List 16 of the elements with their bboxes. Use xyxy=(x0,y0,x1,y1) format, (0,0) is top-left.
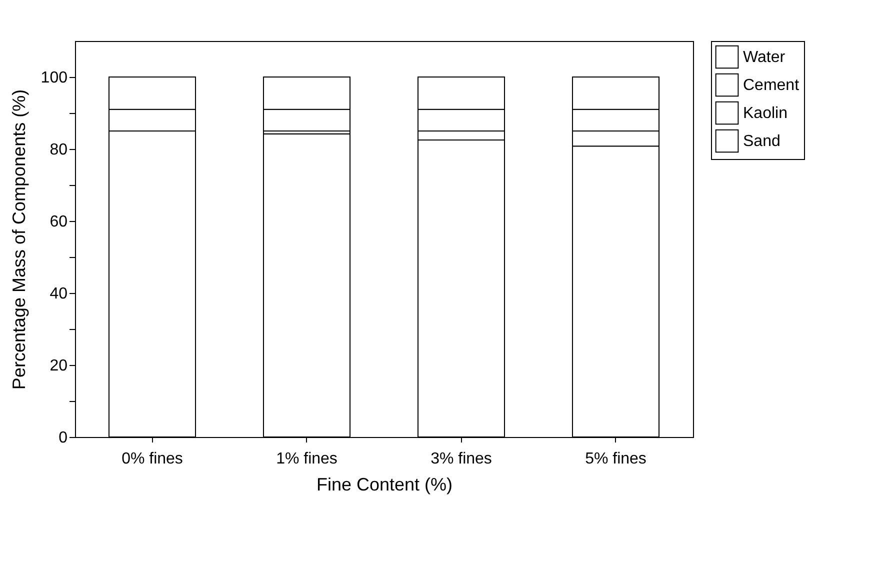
x-axis-title: Fine Content (%) xyxy=(316,474,453,494)
x-tick-label: 1% fines xyxy=(276,450,338,468)
y-tick-label: 0 xyxy=(58,430,68,446)
x-tick-label: 5% fines xyxy=(585,450,646,468)
x-tick-label: 3% fines xyxy=(430,450,492,468)
y-tick-label: 40 xyxy=(50,286,68,302)
legend-label: Water xyxy=(743,49,786,66)
legend-label: Sand xyxy=(743,133,780,150)
y-tick-label: 20 xyxy=(50,358,68,374)
y-tick-label: 100 xyxy=(40,70,68,86)
y-axis-title: Percentage Mass of Components (%) xyxy=(8,89,29,390)
x-tick-label: 0% fines xyxy=(122,450,183,468)
y-tick-label: 60 xyxy=(50,214,68,230)
legend-label: Kaolin xyxy=(743,105,788,122)
y-tick-label: 80 xyxy=(50,142,68,158)
legend-label: Cement xyxy=(743,77,800,94)
